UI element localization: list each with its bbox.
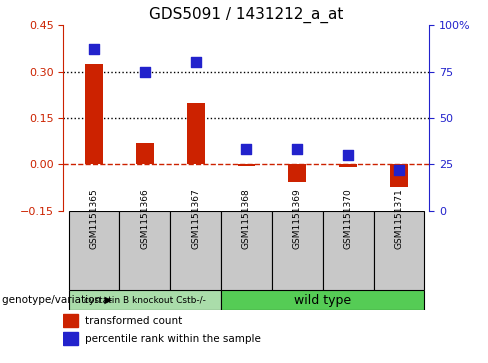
- Title: GDS5091 / 1431212_a_at: GDS5091 / 1431212_a_at: [149, 7, 344, 23]
- Bar: [187, 102, 204, 164]
- Point: [344, 152, 352, 158]
- Bar: [221, 211, 272, 290]
- Text: transformed count: transformed count: [85, 315, 183, 326]
- Bar: [390, 164, 408, 187]
- Point: [192, 60, 200, 65]
- Bar: [339, 164, 357, 167]
- Bar: [238, 164, 255, 166]
- Point: [293, 147, 301, 152]
- Bar: [170, 211, 221, 290]
- Text: cystatin B knockout Cstb-/-: cystatin B knockout Cstb-/-: [84, 296, 206, 305]
- Bar: [85, 64, 103, 164]
- Text: genotype/variation ▶: genotype/variation ▶: [2, 295, 113, 305]
- Point: [243, 147, 250, 152]
- Point: [90, 46, 98, 52]
- Text: GSM1151370: GSM1151370: [344, 188, 353, 249]
- Bar: [288, 164, 306, 182]
- Bar: [68, 211, 120, 290]
- Text: GSM1151368: GSM1151368: [242, 188, 251, 249]
- Point: [395, 167, 403, 173]
- Text: percentile rank within the sample: percentile rank within the sample: [85, 334, 261, 344]
- Bar: [272, 211, 323, 290]
- Bar: [221, 290, 425, 310]
- Text: GSM1151367: GSM1151367: [191, 188, 200, 249]
- Bar: [136, 143, 154, 164]
- Bar: [63, 314, 78, 327]
- Text: GSM1151369: GSM1151369: [293, 188, 302, 249]
- Text: wild type: wild type: [294, 294, 351, 307]
- Bar: [120, 211, 170, 290]
- Text: GSM1151366: GSM1151366: [140, 188, 149, 249]
- Bar: [323, 211, 373, 290]
- Bar: [373, 211, 425, 290]
- Point: [141, 69, 149, 75]
- Bar: [63, 332, 78, 345]
- Text: GSM1151365: GSM1151365: [89, 188, 99, 249]
- Bar: [68, 290, 221, 310]
- Text: GSM1151371: GSM1151371: [394, 188, 404, 249]
